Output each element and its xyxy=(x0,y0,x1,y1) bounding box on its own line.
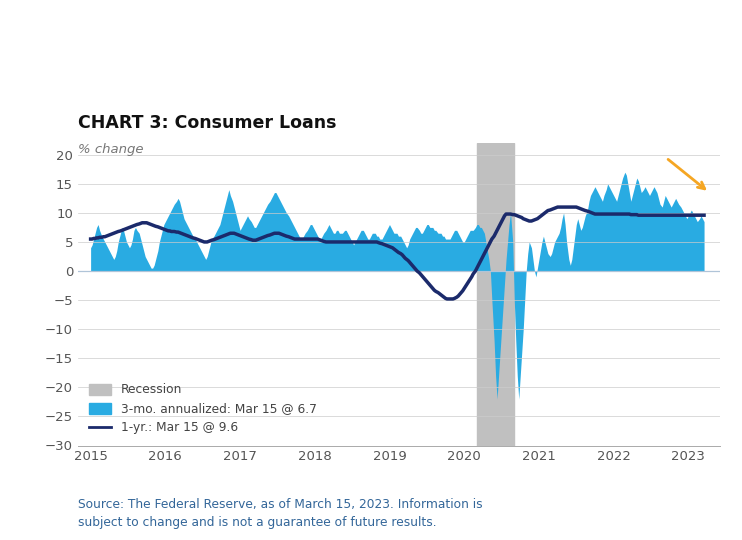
Text: CHART 3: Consumer Loans: CHART 3: Consumer Loans xyxy=(78,114,336,132)
Bar xyxy=(477,143,514,446)
Legend: Recession, 3-mo. annualized: Mar 15 @ 6.7, 1-yr.: Mar 15 @ 9.6: Recession, 3-mo. annualized: Mar 15 @ 6.… xyxy=(84,379,321,440)
Text: % change: % change xyxy=(78,143,143,156)
Text: Source: The Federal Reserve, as of March 15, 2023. Information is
subject to cha: Source: The Federal Reserve, as of March… xyxy=(78,498,482,529)
